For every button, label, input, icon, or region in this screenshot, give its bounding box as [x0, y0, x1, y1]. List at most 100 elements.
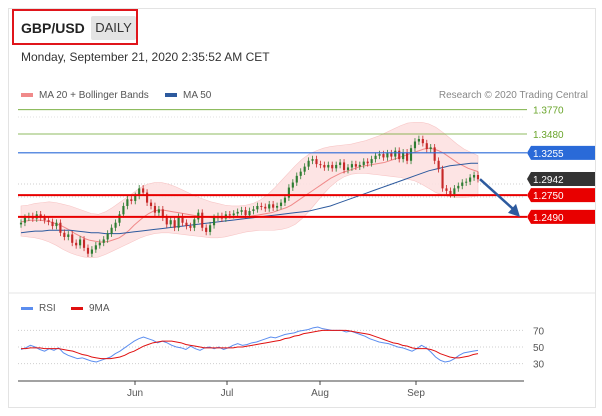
candle-body [272, 204, 275, 208]
candle-body [299, 171, 302, 176]
x-tick-label: Sep [407, 388, 425, 399]
candle-body [205, 227, 208, 232]
rsi-tick-label: 30 [533, 360, 545, 371]
candle-body [153, 205, 157, 213]
candle-body [173, 220, 176, 228]
instrument-symbol: GBP/USD [21, 20, 85, 36]
candle-body [177, 216, 180, 228]
candle-body [362, 161, 365, 165]
rsi-tick-label: 70 [533, 326, 545, 337]
candle-body [287, 187, 290, 198]
candle-body [382, 154, 385, 158]
candle-body [461, 182, 464, 186]
level-tag-1.2750 [527, 188, 595, 203]
candle-body [335, 164, 338, 169]
level-tag-1.3255 [527, 145, 595, 160]
candle-body [244, 210, 247, 216]
legend-rsi-ma: 9MA [71, 303, 110, 314]
candle-body [55, 222, 58, 227]
candle-body [79, 239, 82, 246]
candle-body [75, 242, 78, 246]
candle-body [110, 227, 113, 234]
candle-body [126, 199, 129, 206]
rsi-label: RSI [39, 303, 56, 314]
candle-body [43, 217, 46, 221]
legend-ma50: MA 50 [165, 90, 211, 101]
candle-body [386, 153, 389, 158]
candle-body [413, 141, 417, 149]
x-tick-label: Aug [311, 388, 329, 399]
level-label-1.2942: 1.2942 [533, 175, 564, 186]
level-label-1.2750: 1.2750 [533, 191, 564, 202]
candle-body [232, 213, 235, 216]
candle-body [193, 219, 196, 228]
candle-body [19, 222, 23, 225]
candle-body [421, 139, 424, 144]
candle-body [260, 205, 263, 207]
candle-body [118, 214, 121, 223]
candle-body [47, 220, 50, 222]
candle-body [23, 217, 27, 223]
instrument-header[interactable]: GBP/USD DAILY [12, 9, 138, 45]
candles-group [19, 135, 480, 258]
candle-body [406, 152, 409, 161]
candle-body [453, 188, 456, 195]
rsi-ma-swatch [71, 306, 83, 310]
candle-body [264, 206, 267, 209]
candle-body [469, 177, 472, 182]
candle-body [106, 233, 109, 240]
candle-body [157, 209, 160, 213]
candle-body [86, 247, 90, 254]
rsi-swatch [21, 306, 33, 310]
candle-body [441, 169, 444, 189]
candle-body [82, 239, 86, 248]
candle-body [374, 155, 377, 160]
candle-body [181, 216, 184, 223]
forecast-arrowhead [508, 203, 520, 217]
candle-body [339, 162, 342, 165]
level-label-1.3480: 1.3480 [533, 130, 564, 141]
candle-body [276, 205, 279, 208]
level-label-1.3770: 1.3770 [533, 106, 564, 117]
candle-body [319, 164, 322, 166]
ma50-label: MA 50 [183, 90, 212, 101]
bollinger-band [20, 121, 479, 259]
candle-body [425, 143, 428, 150]
candle-body [189, 226, 192, 228]
candle-body [161, 209, 164, 218]
candle-body [429, 147, 432, 150]
candle-body [358, 164, 361, 167]
candle-body [315, 159, 318, 165]
level-tag-1.2942 [527, 172, 595, 187]
candle-body [122, 205, 125, 215]
candle-body [114, 222, 117, 228]
legend-rsi: RSI [21, 303, 56, 314]
candle-body [417, 139, 420, 142]
candle-body [390, 153, 393, 157]
candle-body [303, 166, 306, 172]
candle-body [327, 164, 330, 168]
candle-body [236, 211, 239, 214]
candle-body [366, 161, 369, 164]
candle-body [209, 225, 212, 232]
rsi-series-9MA [21, 329, 479, 360]
candle-body [90, 249, 93, 254]
candle-body [240, 210, 243, 212]
candle-body [134, 195, 137, 201]
candle-body [402, 152, 405, 160]
candle-body [291, 182, 294, 188]
candle-body [145, 192, 149, 203]
candle-body [283, 197, 287, 203]
period-selector[interactable]: DAILY [91, 16, 136, 40]
level-label-1.2490: 1.2490 [533, 213, 564, 224]
candle-body [350, 164, 354, 168]
candle-body [248, 211, 251, 216]
rsi-ma-label: 9MA [89, 303, 110, 314]
candle-body [169, 220, 172, 225]
candle-body [228, 214, 231, 216]
candle-body [394, 150, 397, 157]
candle-body [268, 204, 271, 209]
rsi-series-RSI [20, 326, 479, 363]
candle-body [94, 245, 97, 250]
